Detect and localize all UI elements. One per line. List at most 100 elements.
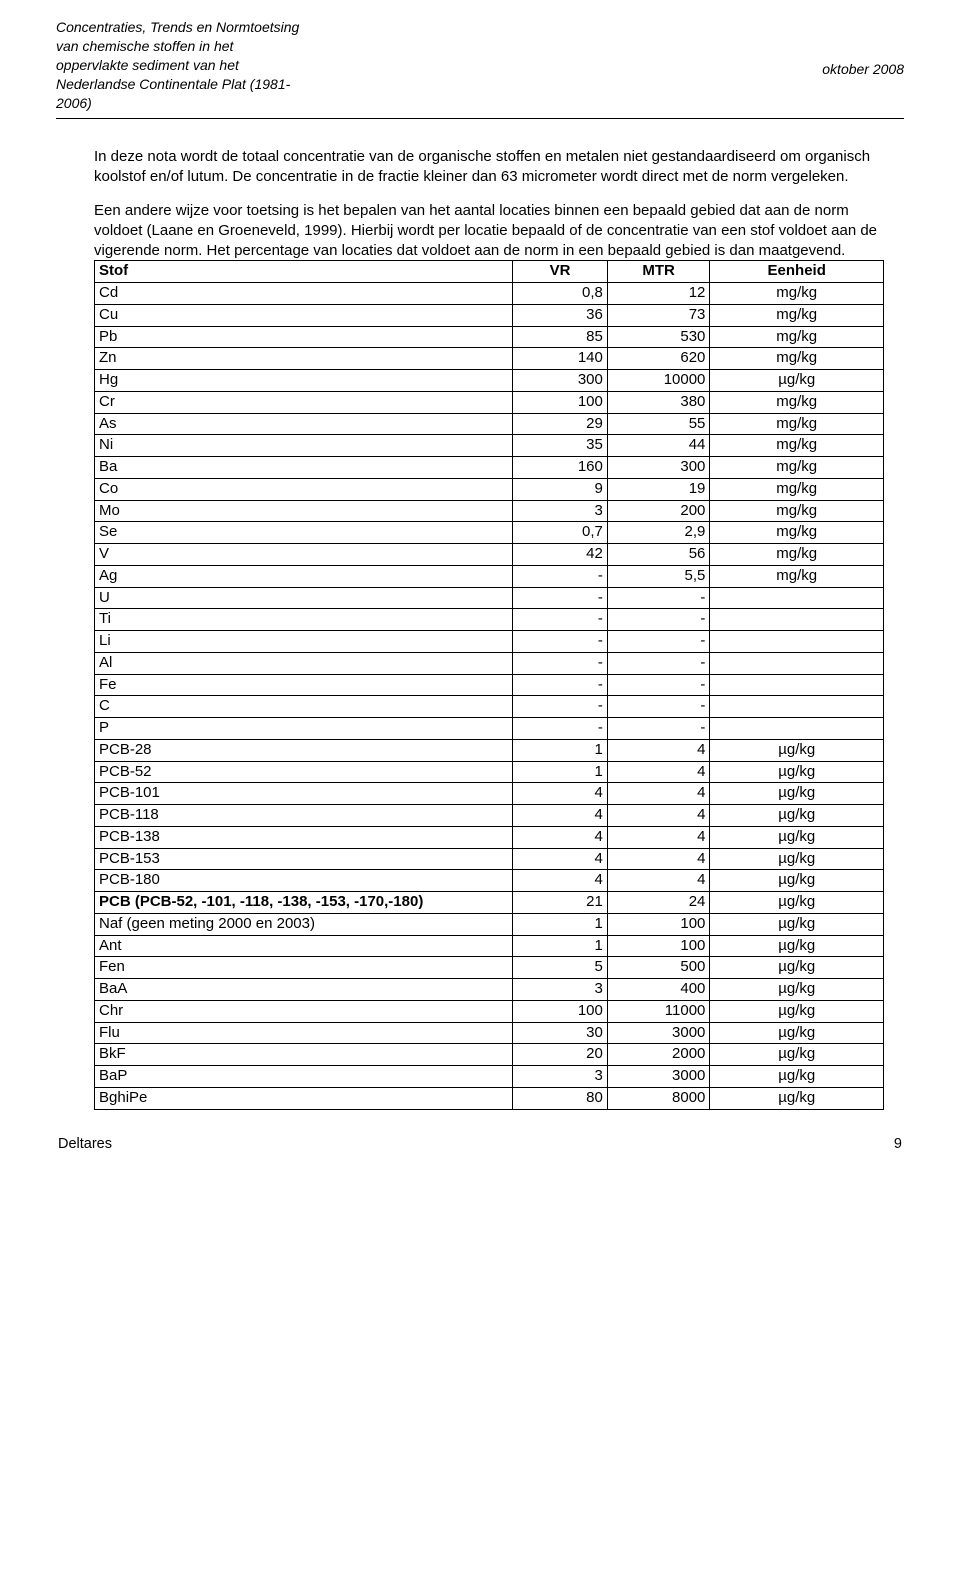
- cell-stof: Cu: [95, 304, 513, 326]
- cell-stof: Naf (geen meting 2000 en 2003): [95, 913, 513, 935]
- cell-vr: 3: [513, 979, 608, 1001]
- doc-title: Concentraties, Trends en Normtoetsing va…: [56, 18, 299, 112]
- cell-stof: PCB-153: [95, 848, 513, 870]
- cell-stof: Zn: [95, 348, 513, 370]
- cell-eenheid: µg/kg: [710, 935, 884, 957]
- table-row: Fen5500µg/kg: [95, 957, 884, 979]
- cell-mtr: -: [607, 587, 710, 609]
- cell-stof: PCB-180: [95, 870, 513, 892]
- doc-title-line: 2006): [56, 94, 299, 113]
- cell-stof: P: [95, 718, 513, 740]
- cell-stof: Ti: [95, 609, 513, 631]
- cell-mtr: 44: [607, 435, 710, 457]
- cell-eenheid: [710, 652, 884, 674]
- table-row: V4256mg/kg: [95, 544, 884, 566]
- cell-stof: Flu: [95, 1022, 513, 1044]
- cell-vr: 30: [513, 1022, 608, 1044]
- cell-stof: BkF: [95, 1044, 513, 1066]
- cell-eenheid: [710, 609, 884, 631]
- cell-mtr: 56: [607, 544, 710, 566]
- cell-vr: 9: [513, 478, 608, 500]
- cell-stof: V: [95, 544, 513, 566]
- table-row: U--: [95, 587, 884, 609]
- col-header-vr: VR: [513, 261, 608, 283]
- cell-eenheid: µg/kg: [710, 957, 884, 979]
- cell-eenheid: µg/kg: [710, 1044, 884, 1066]
- cell-stof: Ant: [95, 935, 513, 957]
- footer-left: Deltares: [58, 1136, 112, 1152]
- cell-mtr: 530: [607, 326, 710, 348]
- cell-stof: Co: [95, 478, 513, 500]
- cell-mtr: 19: [607, 478, 710, 500]
- cell-eenheid: µg/kg: [710, 979, 884, 1001]
- cell-vr: 85: [513, 326, 608, 348]
- cell-stof: Ni: [95, 435, 513, 457]
- cell-eenheid: mg/kg: [710, 544, 884, 566]
- table-row: Hg30010000µg/kg: [95, 370, 884, 392]
- cell-eenheid: µg/kg: [710, 826, 884, 848]
- cell-stof: Mo: [95, 500, 513, 522]
- cell-vr: 80: [513, 1087, 608, 1109]
- cell-mtr: -: [607, 718, 710, 740]
- cell-stof: C: [95, 696, 513, 718]
- table-row: Fe--: [95, 674, 884, 696]
- cell-vr: 140: [513, 348, 608, 370]
- cell-eenheid: µg/kg: [710, 1087, 884, 1109]
- cell-vr: 0,7: [513, 522, 608, 544]
- table-row: Ag-5,5mg/kg: [95, 565, 884, 587]
- cell-eenheid: [710, 696, 884, 718]
- cell-eenheid: µg/kg: [710, 761, 884, 783]
- table-row: As2955mg/kg: [95, 413, 884, 435]
- cell-vr: 160: [513, 457, 608, 479]
- cell-mtr: 4: [607, 848, 710, 870]
- cell-eenheid: µg/kg: [710, 739, 884, 761]
- cell-eenheid: mg/kg: [710, 283, 884, 305]
- cell-mtr: 3000: [607, 1022, 710, 1044]
- table-row: Cd0,812mg/kg: [95, 283, 884, 305]
- cell-vr: 300: [513, 370, 608, 392]
- cell-vr: 4: [513, 783, 608, 805]
- cell-eenheid: µg/kg: [710, 1000, 884, 1022]
- cell-mtr: -: [607, 696, 710, 718]
- cell-vr: 4: [513, 848, 608, 870]
- table-row: Al--: [95, 652, 884, 674]
- cell-vr: -: [513, 609, 608, 631]
- cell-mtr: 5,5: [607, 565, 710, 587]
- cell-eenheid: µg/kg: [710, 370, 884, 392]
- cell-stof: BghiPe: [95, 1087, 513, 1109]
- cell-stof: Li: [95, 631, 513, 653]
- cell-mtr: 4: [607, 805, 710, 827]
- cell-stof: PCB (PCB-52, -101, -118, -138, -153, -17…: [95, 892, 513, 914]
- table-row: BaA3400µg/kg: [95, 979, 884, 1001]
- cell-mtr: 4: [607, 761, 710, 783]
- doc-title-line: van chemische stoffen in het: [56, 37, 299, 56]
- cell-eenheid: [710, 674, 884, 696]
- cell-mtr: -: [607, 652, 710, 674]
- cell-mtr: 4: [607, 783, 710, 805]
- cell-vr: 1: [513, 913, 608, 935]
- paragraph-1: In deze nota wordt de totaal concentrati…: [94, 147, 884, 187]
- cell-mtr: 8000: [607, 1087, 710, 1109]
- cell-vr: 20: [513, 1044, 608, 1066]
- cell-eenheid: [710, 631, 884, 653]
- page-footer: Deltares 9: [56, 1136, 904, 1152]
- table-row: Se0,72,9mg/kg: [95, 522, 884, 544]
- paragraph-2: Een andere wijze voor toetsing is het be…: [94, 201, 884, 260]
- table-row: PCB-13844µg/kg: [95, 826, 884, 848]
- cell-stof: Se: [95, 522, 513, 544]
- cell-vr: 3: [513, 1066, 608, 1088]
- cell-eenheid: mg/kg: [710, 435, 884, 457]
- cell-eenheid: [710, 718, 884, 740]
- cell-vr: -: [513, 587, 608, 609]
- cell-vr: -: [513, 674, 608, 696]
- cell-stof: PCB-52: [95, 761, 513, 783]
- col-header-eenheid: Eenheid: [710, 261, 884, 283]
- cell-eenheid: [710, 587, 884, 609]
- cell-vr: 4: [513, 870, 608, 892]
- table-row: PCB-15344µg/kg: [95, 848, 884, 870]
- cell-mtr: 2,9: [607, 522, 710, 544]
- cell-stof: PCB-118: [95, 805, 513, 827]
- col-header-mtr: MTR: [607, 261, 710, 283]
- table-row: Pb85530mg/kg: [95, 326, 884, 348]
- cell-stof: U: [95, 587, 513, 609]
